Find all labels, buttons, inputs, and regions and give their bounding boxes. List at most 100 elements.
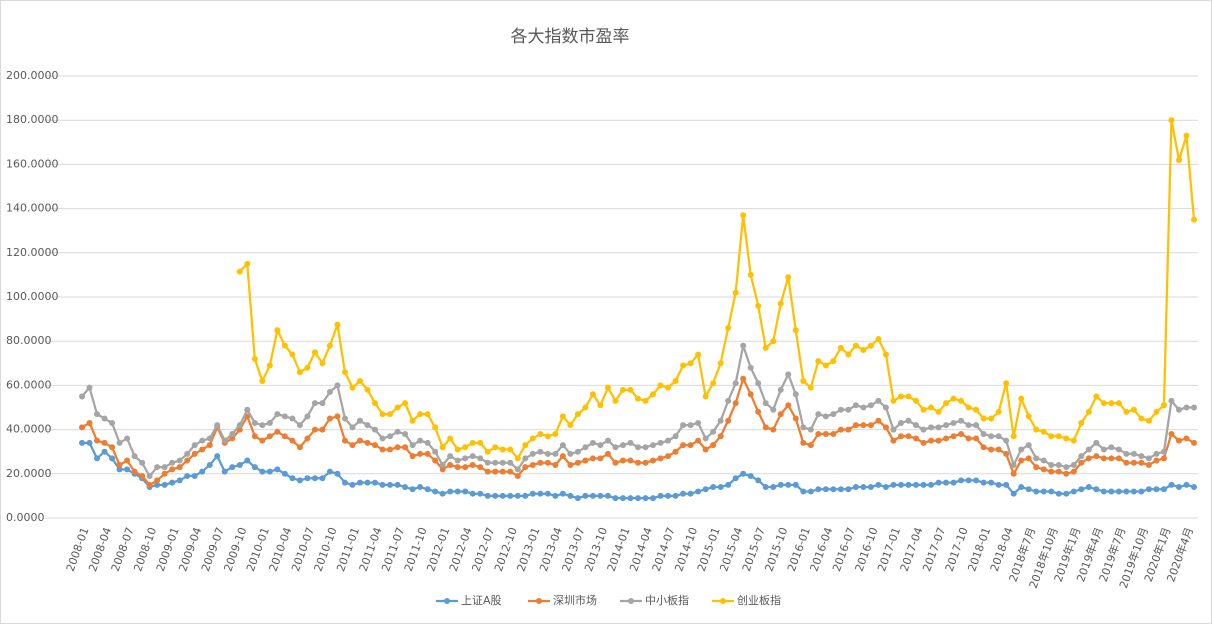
data-point <box>1025 486 1032 493</box>
data-point <box>191 442 198 449</box>
data-point <box>304 435 311 442</box>
data-point <box>890 481 897 488</box>
data-point <box>402 400 409 407</box>
chart-title: 各大指数市盈率 <box>511 27 630 47</box>
data-point <box>1003 481 1010 488</box>
legend-marker <box>444 598 450 604</box>
data-point <box>507 492 514 499</box>
data-point <box>935 408 942 415</box>
data-point <box>372 479 379 486</box>
data-point <box>477 439 484 446</box>
data-point <box>875 397 882 404</box>
data-point <box>402 484 409 491</box>
data-point <box>447 435 454 442</box>
data-point <box>695 351 702 358</box>
data-point <box>965 404 972 411</box>
data-point <box>462 464 469 471</box>
data-point <box>582 492 589 499</box>
data-point <box>469 490 476 497</box>
data-point <box>635 444 641 451</box>
data-point <box>94 455 101 462</box>
data-point <box>379 446 386 453</box>
data-point <box>477 490 484 497</box>
data-point <box>860 422 867 429</box>
data-point <box>1183 435 1190 442</box>
data-point <box>1010 470 1017 477</box>
data-point <box>612 397 619 404</box>
data-point <box>965 477 972 484</box>
data-point <box>830 358 837 365</box>
data-point <box>244 406 251 413</box>
data-point <box>830 411 837 418</box>
legend-label: 中小板指 <box>645 593 689 607</box>
data-point <box>740 375 747 382</box>
data-point <box>1055 461 1062 468</box>
data-point <box>935 424 942 431</box>
data-point <box>852 402 859 409</box>
data-point <box>582 404 589 411</box>
data-point <box>845 426 852 433</box>
data-point <box>109 419 116 426</box>
data-point <box>357 417 363 424</box>
data-point <box>402 431 409 438</box>
data-point <box>1115 488 1122 495</box>
data-point <box>958 431 965 438</box>
data-point <box>319 400 326 407</box>
data-point <box>544 490 551 497</box>
data-point <box>1138 415 1145 422</box>
data-point <box>950 395 957 402</box>
data-point <box>439 444 446 451</box>
data-point <box>732 380 739 387</box>
data-point <box>364 422 371 429</box>
data-point <box>1085 408 1092 415</box>
data-point <box>1168 397 1175 404</box>
data-point <box>755 408 762 415</box>
data-point <box>1055 468 1062 475</box>
data-point <box>1145 461 1152 468</box>
data-point <box>544 450 551 457</box>
data-point <box>319 426 326 433</box>
data-point <box>1168 117 1175 124</box>
data-point <box>559 442 566 449</box>
data-point <box>1025 455 1032 462</box>
data-point <box>665 384 672 391</box>
data-point <box>777 300 784 307</box>
data-point <box>710 442 717 449</box>
data-point <box>695 419 702 426</box>
data-point <box>725 417 732 424</box>
data-point <box>469 461 476 468</box>
data-point <box>973 477 980 484</box>
data-point <box>439 490 446 497</box>
data-point <box>1123 450 1130 457</box>
data-point <box>462 488 469 495</box>
data-point <box>657 382 664 389</box>
data-point <box>184 473 191 480</box>
data-point <box>364 479 371 486</box>
data-point <box>372 442 379 449</box>
data-point <box>604 492 611 499</box>
data-point <box>792 391 799 398</box>
data-point <box>582 444 589 451</box>
data-point <box>1070 468 1077 475</box>
data-point <box>567 422 574 429</box>
data-point <box>1093 393 1100 400</box>
data-point <box>815 431 822 438</box>
y-tick-label: 20.0000 <box>6 467 52 480</box>
data-point <box>1145 486 1152 493</box>
data-point <box>875 417 882 424</box>
data-point <box>597 442 604 449</box>
data-point <box>184 450 191 457</box>
data-point <box>785 371 792 378</box>
data-point <box>349 384 356 391</box>
data-point <box>822 431 829 438</box>
data-point <box>928 437 935 444</box>
data-point <box>311 349 318 356</box>
data-point <box>1070 461 1077 468</box>
data-point <box>319 360 326 367</box>
y-tick-label: 60.0000 <box>6 378 52 391</box>
data-point <box>882 351 889 358</box>
data-point <box>792 481 799 488</box>
data-point <box>920 426 927 433</box>
data-point <box>672 433 679 440</box>
